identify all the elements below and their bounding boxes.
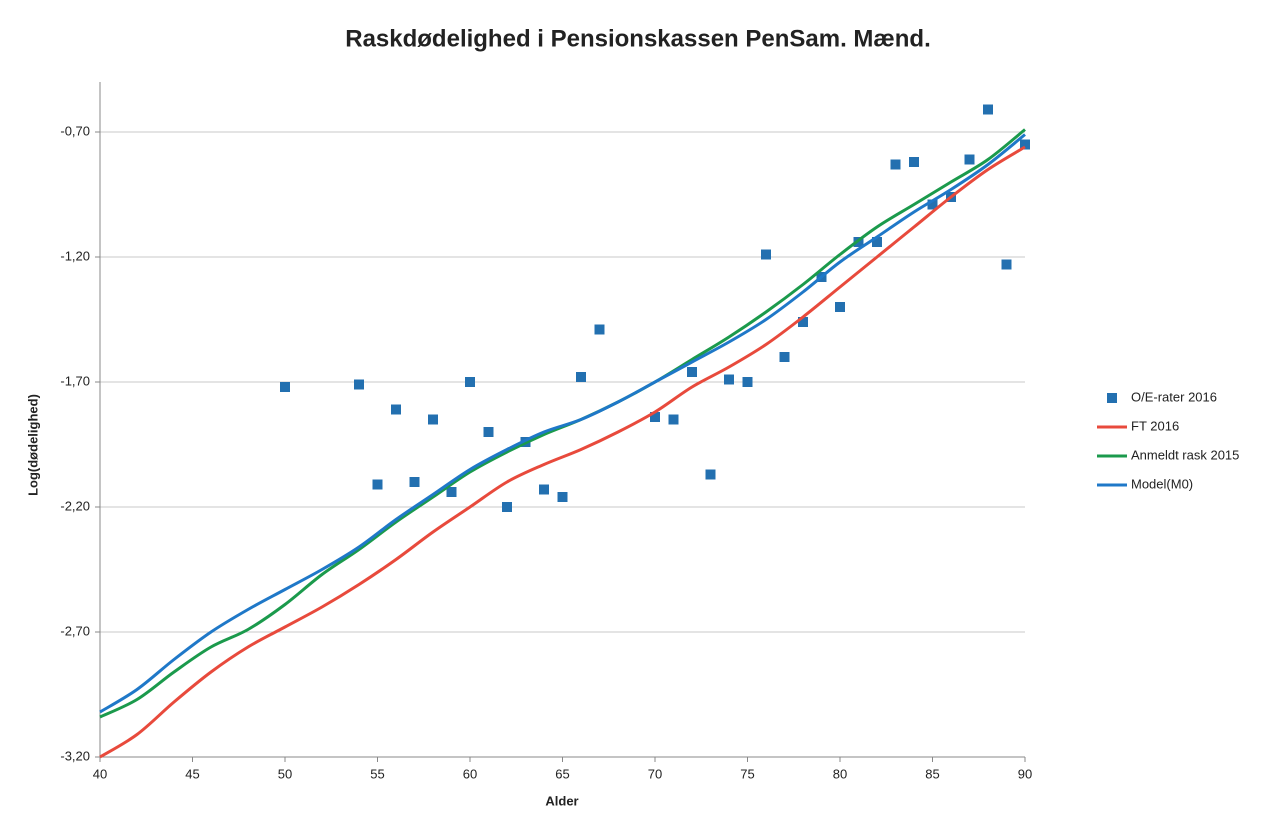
- scatter-point: [576, 372, 586, 382]
- scatter-point: [705, 469, 716, 480]
- legend-label: FT 2016: [1131, 418, 1179, 433]
- scatter-point: [446, 487, 457, 497]
- legend-label: O/E-rater 2016: [1131, 389, 1217, 404]
- scatter-point: [890, 159, 901, 170]
- line-series: [99, 133, 1026, 714]
- x-tick-label: 55: [370, 766, 384, 781]
- scatter-point: [483, 427, 494, 437]
- x-tick-label: 40: [93, 766, 107, 781]
- scatter-point: [798, 317, 808, 327]
- legend-label: Anmeldt rask 2015: [1131, 447, 1239, 462]
- y-tick-label: -0,70: [60, 123, 90, 138]
- x-tick-label: 50: [278, 766, 292, 781]
- scatter-point: [409, 477, 420, 487]
- scatter-point: [502, 502, 512, 512]
- x-tick-label: 80: [833, 766, 847, 781]
- scatter-point: [983, 104, 993, 115]
- scatter-point: [742, 377, 753, 387]
- legend-label: Model(M0): [1131, 476, 1193, 491]
- scatter-point: [1020, 139, 1030, 150]
- scatter-point: [927, 199, 938, 210]
- scatter-point: [1001, 259, 1012, 270]
- y-tick-label: -1,20: [60, 248, 90, 263]
- scatter-point: [280, 382, 290, 392]
- legend-symbol: [1107, 393, 1117, 403]
- scatter-point: [557, 492, 568, 502]
- scatter-point: [964, 154, 975, 165]
- scatter-point: [650, 412, 660, 422]
- x-tick-label: 85: [925, 766, 939, 781]
- x-tick-label: 75: [740, 766, 754, 781]
- chart-title: Raskdødelighed i Pensionskassen PenSam. …: [345, 25, 931, 52]
- scatter-point: [391, 404, 401, 415]
- y-tick-label: -1,70: [60, 373, 90, 388]
- scatter-point: [872, 237, 882, 247]
- y-tick-label: -3,20: [60, 748, 90, 763]
- scatter-point: [835, 302, 845, 312]
- scatter-point: [465, 377, 475, 387]
- scatter-point: [724, 374, 734, 385]
- scatter-point: [594, 324, 605, 335]
- scatter-point: [668, 414, 679, 425]
- scatter-point: [687, 367, 697, 377]
- scatter-point: [354, 379, 364, 390]
- scatter-point: [761, 249, 771, 260]
- x-tick-label: 65: [555, 766, 569, 781]
- y-tick-label: -2,70: [60, 623, 90, 638]
- y-axis-title: Log(dødelighed): [25, 394, 40, 496]
- x-tick-label: 60: [463, 766, 477, 781]
- x-tick-label: 70: [648, 766, 662, 781]
- scatter-point: [909, 157, 919, 167]
- line-series: [99, 145, 1026, 759]
- scatter-point: [779, 352, 790, 362]
- x-axis-title: Alder: [545, 793, 578, 808]
- x-tick-label: 45: [185, 766, 199, 781]
- scatter-point: [428, 414, 438, 425]
- scatter-point: [372, 479, 383, 490]
- y-tick-label: -2,20: [60, 498, 90, 513]
- x-tick-label: 90: [1018, 766, 1032, 781]
- scatter-point: [539, 484, 549, 495]
